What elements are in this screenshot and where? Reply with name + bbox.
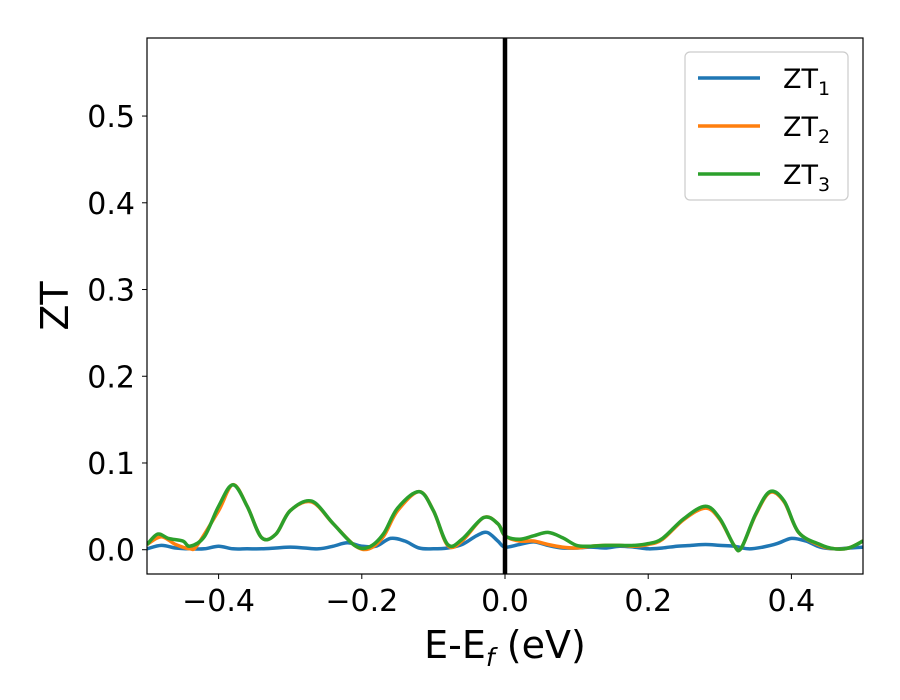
x-axis-ticks: −0.4 −0.2 0.0 0.2 0.4 bbox=[182, 574, 815, 619]
x-tick-label: 0.4 bbox=[768, 584, 816, 619]
legend-label-zt1: ZT1 bbox=[783, 64, 830, 100]
x-tick-label: 0.2 bbox=[624, 584, 672, 619]
y-tick-label: 0.3 bbox=[87, 274, 135, 309]
y-axis-label: ZT bbox=[33, 281, 77, 331]
x-tick-label: 0.0 bbox=[481, 584, 529, 619]
x-axis-label-unit: (eV) bbox=[495, 623, 586, 667]
legend-label-zt2: ZT2 bbox=[783, 112, 830, 148]
y-axis-ticks: 0.0 0.1 0.2 0.3 0.4 0.5 bbox=[87, 100, 147, 569]
x-tick-label: −0.2 bbox=[325, 584, 398, 619]
y-tick-label: 0.4 bbox=[87, 187, 135, 222]
y-tick-label: 0.5 bbox=[87, 100, 135, 135]
y-tick-label: 0.1 bbox=[87, 447, 135, 482]
y-tick-label: 0.2 bbox=[87, 360, 135, 395]
legend-box bbox=[684, 51, 849, 201]
legend: ZT1 ZT2 ZT3 bbox=[684, 51, 849, 201]
x-axis-label: E-Ef (eV) bbox=[424, 623, 586, 672]
y-tick-label: 0.0 bbox=[87, 534, 135, 569]
x-tick-label: −0.4 bbox=[182, 584, 255, 619]
legend-label-zt3: ZT3 bbox=[783, 160, 830, 196]
